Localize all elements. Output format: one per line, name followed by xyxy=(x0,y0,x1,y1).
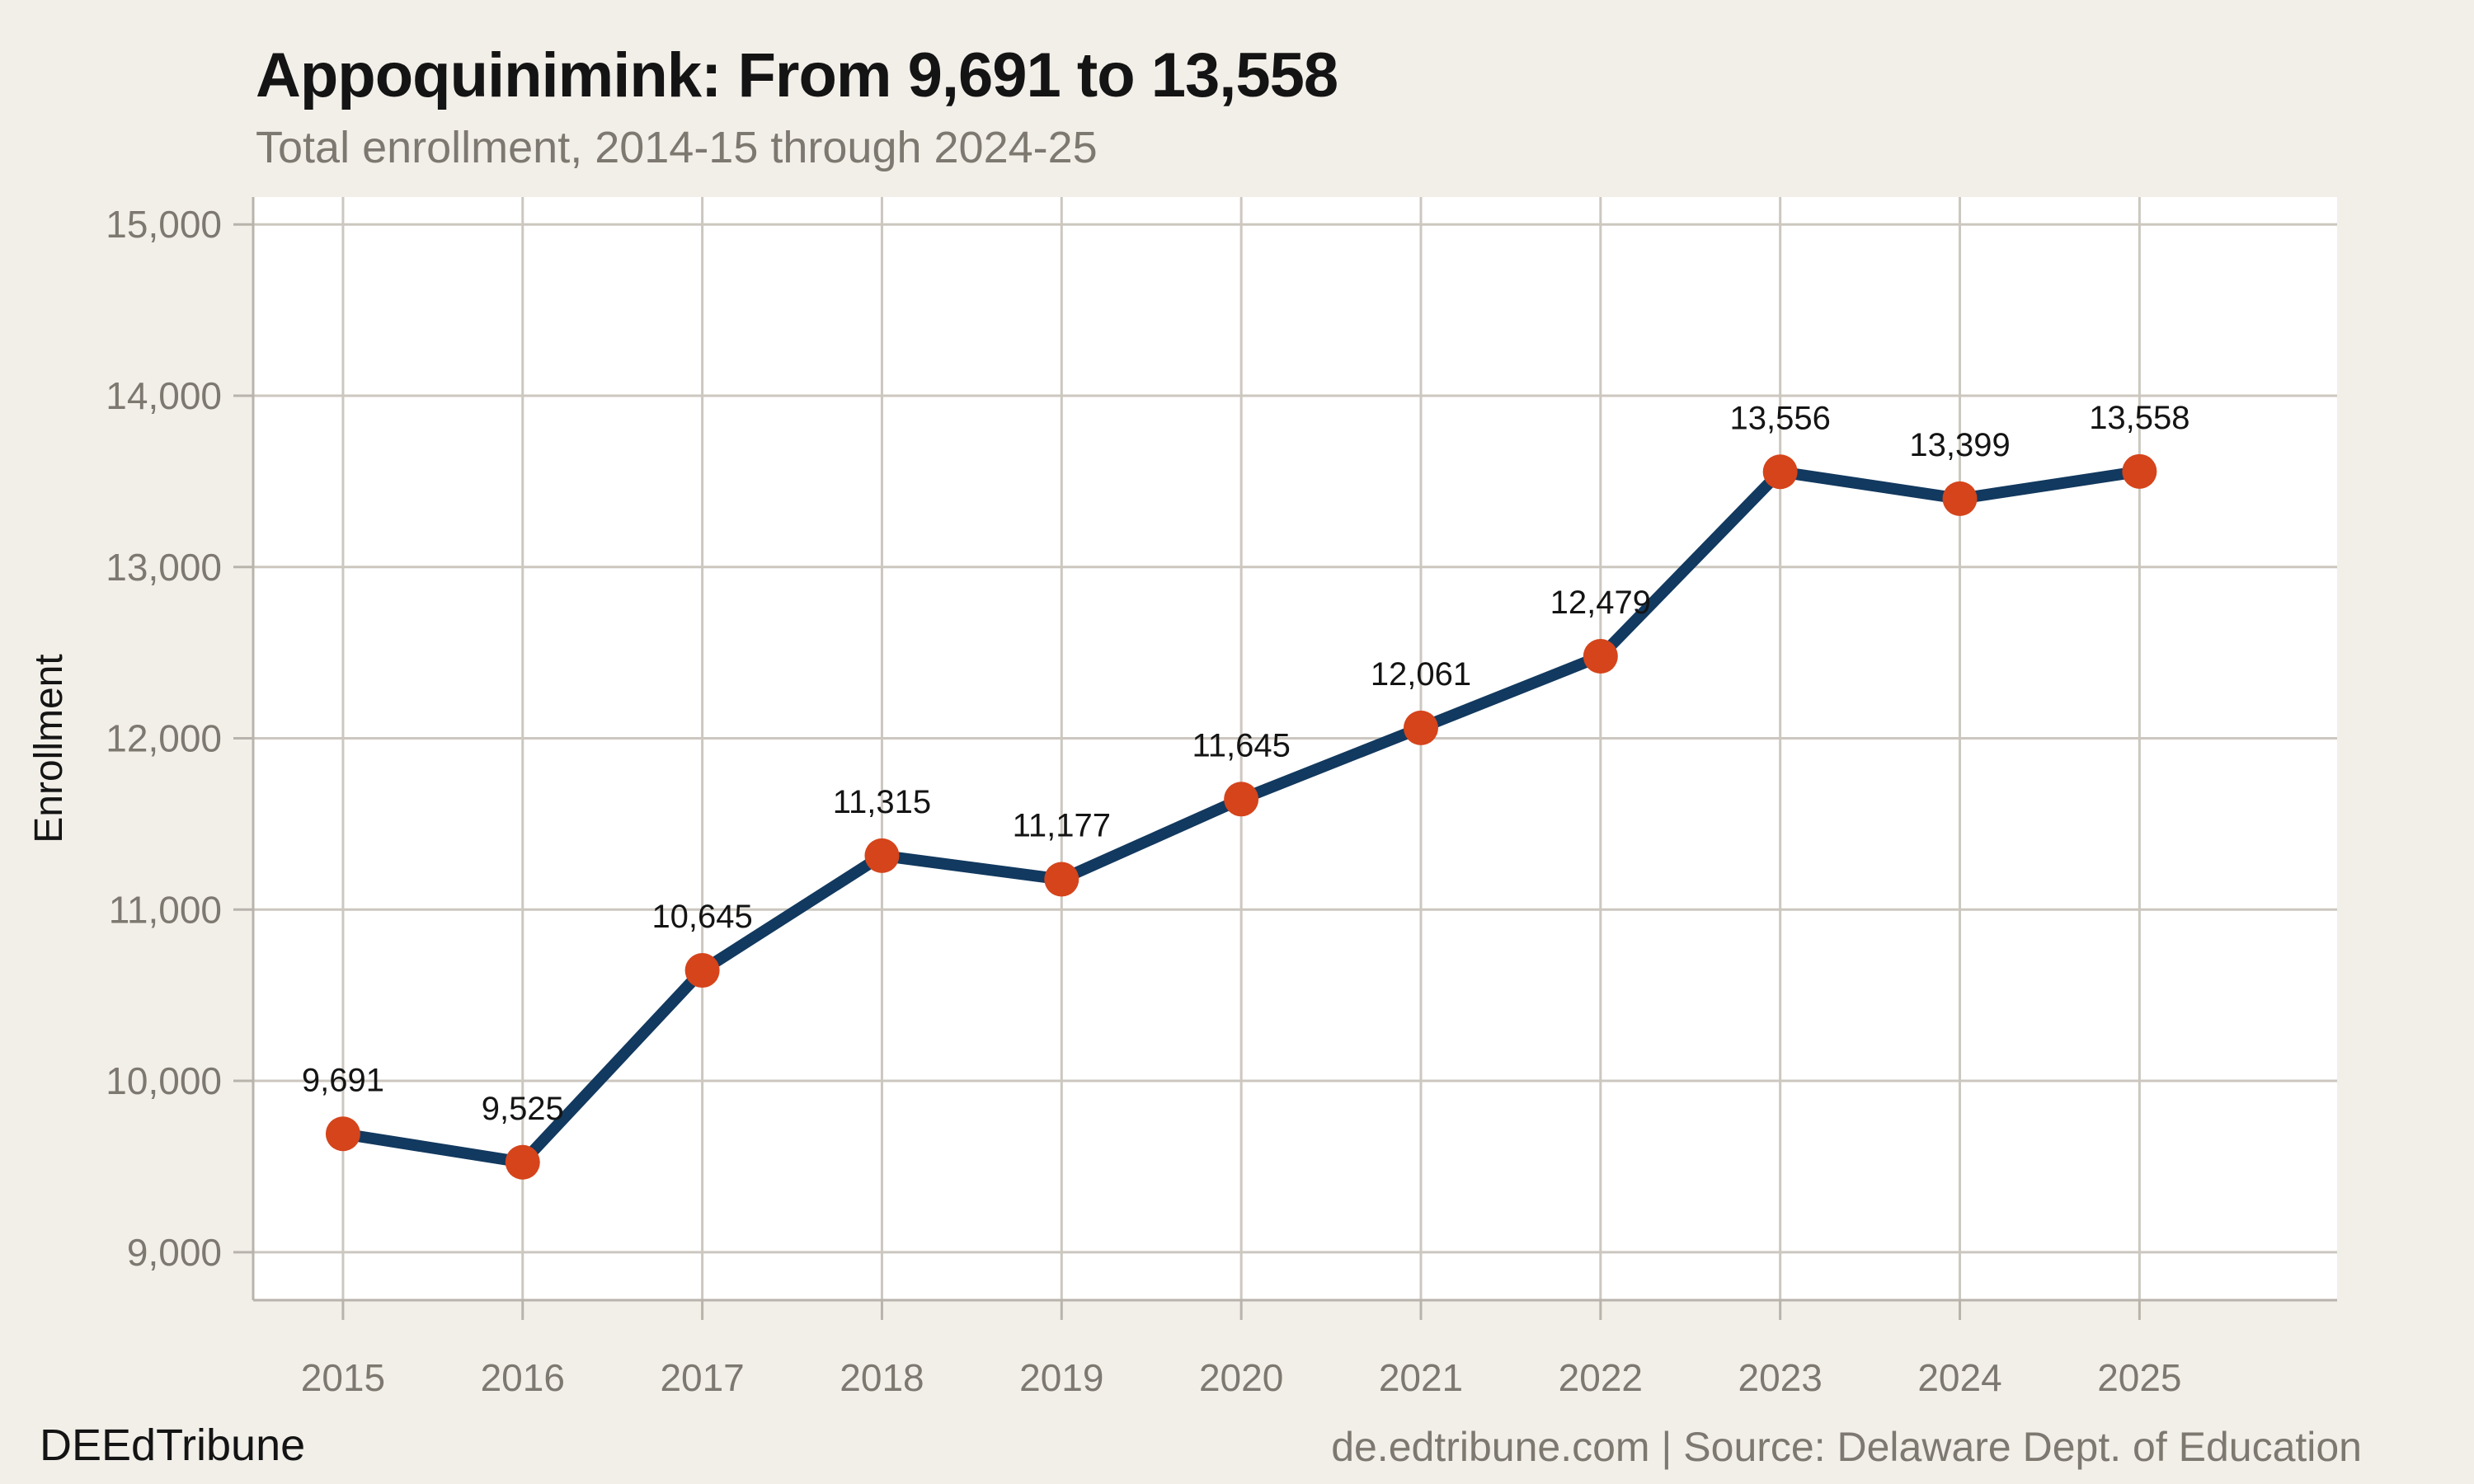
data-point-marker xyxy=(1403,710,1438,745)
data-point-label: 10,645 xyxy=(651,899,752,935)
data-point-label: 13,556 xyxy=(1730,400,1831,436)
y-tick-label: 11,000 xyxy=(109,888,222,931)
x-tick-label: 2018 xyxy=(840,1356,924,1399)
data-point-label: 9,691 xyxy=(302,1062,384,1098)
x-axis-ticks: 2015 2016 2017 2018 2019 2020 2021 2022 2023 2024… xyxy=(301,1300,2182,1399)
footer-brand: DEEdTribune xyxy=(40,1421,306,1470)
x-tick-label: 2020 xyxy=(1199,1356,1283,1399)
data-point-label: 12,479 xyxy=(1550,585,1651,621)
x-tick-label: 2024 xyxy=(1917,1356,2001,1399)
data-point-label: 11,315 xyxy=(833,784,931,820)
data-point-marker xyxy=(1044,862,1079,897)
point-labels: 9,691 9,525 10,645 11,315 11,177 11,645 12,061… xyxy=(302,400,2190,1127)
y-axis-title: Enrollment xyxy=(27,654,71,843)
footer-source-attribution: de.edtribune.com | Source: Delaware Dept… xyxy=(1331,1424,2362,1470)
plot-area xyxy=(253,197,2337,1300)
y-tick-label: 14,000 xyxy=(106,374,222,417)
x-tick-label: 2015 xyxy=(301,1356,385,1399)
y-tick-label: 15,000 xyxy=(106,203,222,246)
data-series xyxy=(325,453,2157,1180)
data-point-marker xyxy=(505,1144,540,1180)
data-point-marker xyxy=(325,1116,360,1152)
y-axis-ticks: 9,000 10,000 11,000 12,000 13,000 14,000 15,00… xyxy=(106,203,253,1274)
x-tick-label: 2017 xyxy=(660,1356,744,1399)
data-point-label: 9,525 xyxy=(482,1091,564,1127)
data-point-marker xyxy=(1942,481,1978,516)
axes xyxy=(252,197,2337,1302)
data-point-marker xyxy=(2122,453,2157,489)
data-point-marker xyxy=(1224,782,1259,817)
x-tick-label: 2025 xyxy=(2097,1356,2181,1399)
y-tick-label: 10,000 xyxy=(106,1059,222,1102)
data-point-marker xyxy=(864,838,900,873)
data-point-label: 13,558 xyxy=(2089,400,2189,436)
x-tick-label: 2016 xyxy=(481,1356,565,1399)
x-tick-label: 2019 xyxy=(1019,1356,1103,1399)
gridlines xyxy=(253,197,2337,1300)
data-point-marker xyxy=(1762,454,1798,490)
data-point-marker xyxy=(684,953,720,989)
x-tick-label: 2021 xyxy=(1379,1356,1463,1399)
chart-title: Appoquinimink: From 9,691 to 13,558 xyxy=(256,40,1338,110)
data-point-marker xyxy=(1583,639,1618,674)
chart-subtitle: Total enrollment, 2014-15 through 2024-2… xyxy=(256,123,1098,172)
y-tick-label: 12,000 xyxy=(106,717,222,760)
y-tick-label: 9,000 xyxy=(127,1231,222,1274)
data-point-label: 13,399 xyxy=(1909,427,2010,463)
data-point-label: 11,645 xyxy=(1192,727,1290,763)
x-tick-label: 2023 xyxy=(1738,1356,1823,1399)
y-tick-label: 13,000 xyxy=(106,546,222,589)
x-tick-label: 2022 xyxy=(1559,1356,1643,1399)
data-point-label: 11,177 xyxy=(1013,808,1111,844)
data-point-label: 12,061 xyxy=(1371,656,1471,693)
